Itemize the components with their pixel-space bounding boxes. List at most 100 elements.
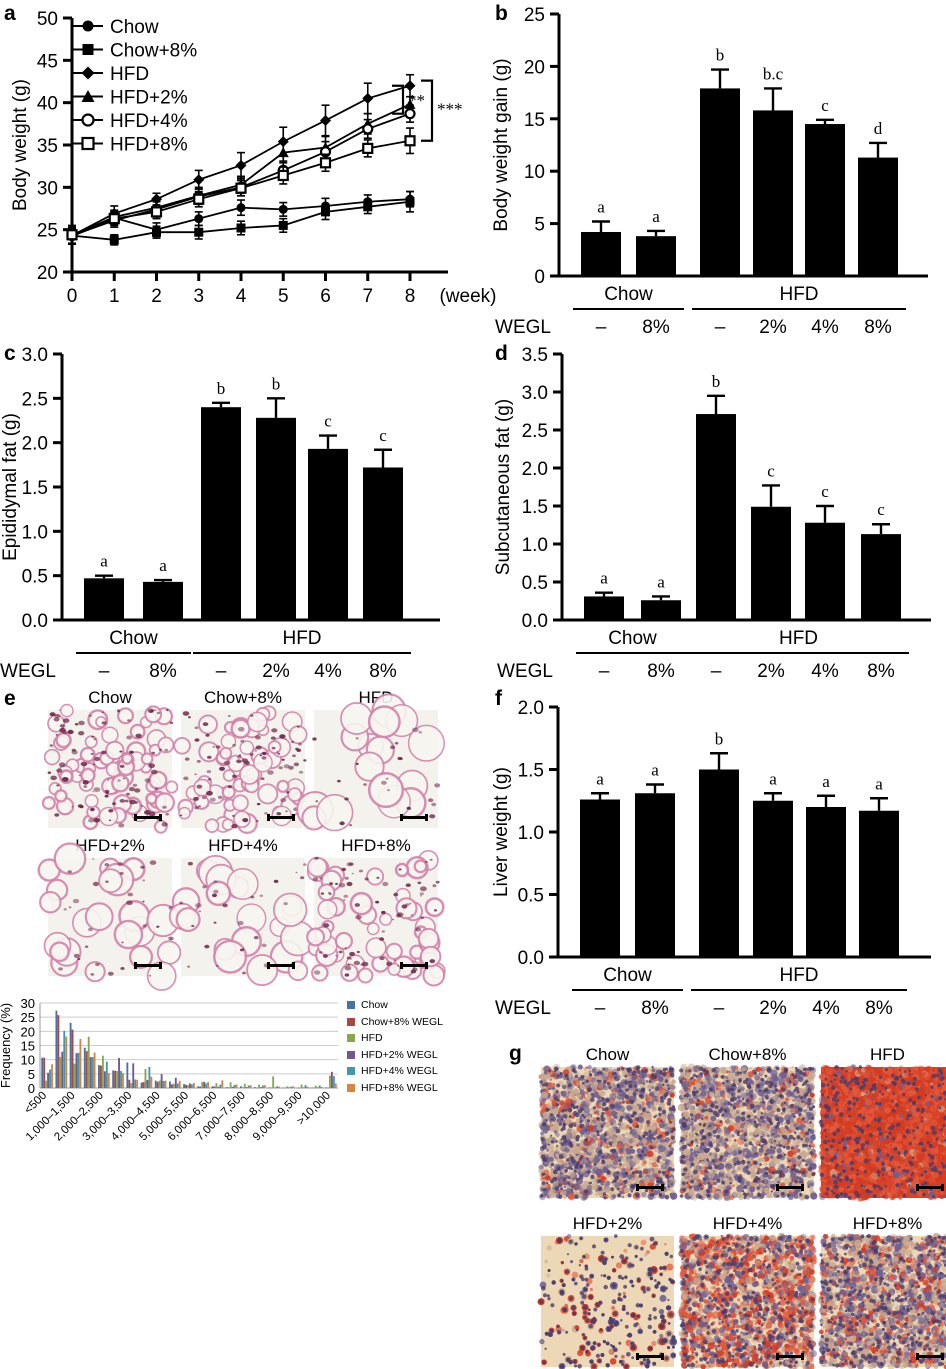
micrograph-caption: HFD+2%: [75, 836, 145, 855]
svg-text:8%: 8%: [642, 317, 670, 338]
svg-text:15: 15: [21, 1039, 35, 1054]
svg-text:5: 5: [534, 215, 545, 236]
svg-text:(week): (week): [439, 286, 496, 307]
legend-item-5: HFD+8% WEGL: [347, 1080, 443, 1097]
legend-swatch: [347, 1017, 355, 1026]
scale-bar: [636, 1353, 664, 1360]
svg-text:5: 5: [278, 286, 289, 307]
svg-text:Chow: Chow: [604, 284, 653, 305]
series-HFD+8%: [66, 127, 416, 245]
svg-text:a: a: [822, 772, 830, 791]
bar-5: a: [859, 774, 899, 957]
scale-bar: [636, 1184, 664, 1191]
svg-text:HFD: HFD: [282, 628, 321, 649]
legend-item-3: HFD+2% WEGL: [347, 1047, 443, 1064]
svg-text:**: **: [408, 91, 425, 110]
panel-d-chart: 0.0 0.5 1.0 1.5 2.0 2.5 3.0 3.5 Subcutaneous fat…: [493, 345, 931, 682]
panel-e: e Chow Chow+8% HFD HFD+2% HFD+4% HFD+8% 0 5 10 1…: [0, 685, 473, 1175]
bar-3: c: [751, 461, 791, 620]
svg-text:–: –: [99, 661, 110, 682]
svg-text:WEGL: WEGL: [495, 998, 551, 1019]
svg-text:Chow: Chow: [603, 965, 652, 986]
svg-text:Body weight gain (g): Body weight gain (g): [491, 58, 512, 231]
svg-text:b: b: [272, 374, 281, 393]
svg-text:a: a: [657, 572, 665, 591]
legend-label: Chow: [361, 999, 388, 1012]
svg-text:2.5: 2.5: [522, 421, 548, 442]
svg-text:c: c: [821, 96, 829, 115]
scale-bar: [916, 1353, 944, 1360]
svg-text:2%: 2%: [759, 317, 787, 338]
hist-series-HFD+2% WEGL: [47, 1051, 333, 1088]
svg-text:b.c: b.c: [763, 64, 784, 83]
significance-brackets: ** ***: [392, 79, 463, 142]
legend-swatch: [347, 1034, 355, 1043]
scale-bar: [134, 962, 162, 969]
svg-text:a: a: [597, 198, 605, 217]
micrograph-caption: HFD+4%: [712, 1214, 783, 1233]
bar-0: a: [580, 769, 620, 957]
svg-text:2%: 2%: [759, 998, 787, 1019]
micrograph-image: [173, 705, 308, 835]
micrograph-caption: Chow+8%: [204, 688, 282, 707]
micrograph-image: [306, 849, 446, 987]
panel-f-label: f: [495, 687, 502, 710]
svg-text:b: b: [715, 729, 724, 748]
bar-2: b: [700, 46, 740, 277]
panel-b-label: b: [495, 2, 508, 25]
svg-text:2: 2: [151, 286, 162, 307]
svg-text:–: –: [599, 661, 610, 682]
svg-text:7: 7: [362, 286, 373, 307]
svg-text:a: a: [159, 556, 167, 575]
legend-label: Chow+8% WEGL: [361, 1015, 443, 1028]
svg-text:0.0: 0.0: [518, 948, 544, 969]
svg-text:0.0: 0.0: [22, 611, 48, 632]
svg-text:1.0: 1.0: [22, 522, 48, 543]
svg-text:***: ***: [437, 100, 463, 119]
svg-text:Epididymal fat (g): Epididymal fat (g): [0, 413, 21, 561]
svg-text:3.5: 3.5: [522, 345, 548, 366]
svg-text:20: 20: [37, 263, 58, 284]
svg-text:c: c: [767, 461, 775, 480]
bar-0: a: [584, 569, 624, 620]
panel-a-legend: Chow Chow+8%HFD HFD+2%HFD+4% HFD+8%: [73, 17, 197, 156]
svg-text:Body weight (g): Body weight (g): [10, 79, 31, 211]
svg-text:8: 8: [405, 286, 416, 307]
svg-text:1.0: 1.0: [518, 823, 544, 844]
svg-text:WEGL: WEGL: [0, 661, 56, 682]
panel-f: f 0.0 0.5 1.0 1.5 2.0 Liver weight (g) a a b a a a C…: [473, 685, 946, 1019]
legend-item-2: HFD: [347, 1030, 443, 1047]
svg-text:HFD: HFD: [779, 628, 818, 649]
scale-bar: [267, 962, 295, 969]
svg-text:a: a: [769, 769, 777, 788]
svg-text:3: 3: [193, 286, 204, 307]
svg-text:HFD: HFD: [110, 64, 149, 85]
svg-text:8%: 8%: [865, 998, 893, 1019]
svg-text:3.0: 3.0: [22, 345, 48, 366]
svg-text:2%: 2%: [757, 661, 785, 682]
svg-text:–: –: [596, 317, 607, 338]
bar-4: c: [805, 482, 845, 620]
panel-c-label: c: [4, 342, 16, 365]
svg-text:b: b: [716, 46, 725, 65]
panel-g-label: g: [509, 1042, 522, 1065]
svg-text:c: c: [821, 482, 829, 501]
panel-f-chart: 0.0 0.5 1.0 1.5 2.0 Liver weight (g) a a b a a a Cho…: [491, 698, 931, 1019]
svg-text:0.0: 0.0: [522, 611, 548, 632]
svg-text:1.5: 1.5: [22, 478, 48, 499]
hist-series-HFD: [45, 1036, 331, 1088]
svg-text:8%: 8%: [641, 998, 669, 1019]
panel-d-label: d: [495, 342, 508, 365]
bar-5: c: [861, 500, 901, 620]
svg-text:30: 30: [37, 178, 58, 199]
svg-text:c: c: [877, 500, 885, 519]
micrograph-caption: Chow: [88, 688, 132, 707]
svg-text:2.0: 2.0: [22, 434, 48, 455]
svg-text:10: 10: [21, 1053, 35, 1068]
legend-label: HFD+4% WEGL: [361, 1065, 438, 1078]
micrograph-caption: HFD: [870, 1045, 905, 1064]
scale-bar: [916, 1184, 944, 1191]
legend-swatch: [347, 1001, 355, 1010]
micrograph-caption: Chow: [585, 1045, 630, 1064]
svg-text:8%: 8%: [867, 661, 895, 682]
